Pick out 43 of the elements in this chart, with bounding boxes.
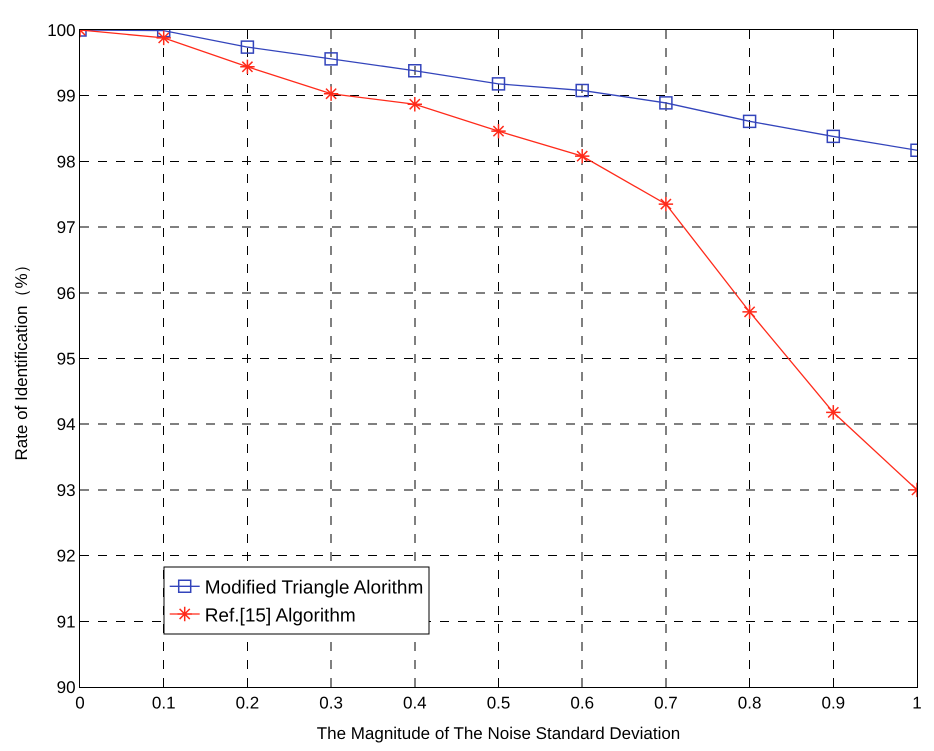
y-tick-label: 96 <box>56 284 76 303</box>
x-tick-label: 0.3 <box>319 693 343 712</box>
y-tick-label: 99 <box>56 86 76 106</box>
y-tick-label: 92 <box>56 546 76 566</box>
x-tick-label: 0.7 <box>654 693 678 712</box>
point <box>490 123 506 140</box>
point <box>492 77 506 91</box>
point <box>574 148 590 164</box>
point <box>659 96 673 110</box>
x-tick-label: 0 <box>75 693 85 712</box>
y-tick-label: 100 <box>47 20 76 40</box>
point <box>825 404 842 420</box>
point <box>406 96 423 112</box>
point <box>742 304 758 320</box>
x-tick-label: 0.4 <box>402 693 427 712</box>
x-tick-label: 0.5 <box>486 693 510 712</box>
point <box>240 40 254 54</box>
y-tick-label: 90 <box>56 678 76 697</box>
point <box>324 52 338 66</box>
y-axis-title: Rate of Identification（%） <box>12 256 31 461</box>
legend-label: Modified Triangle Alorithm <box>204 578 424 599</box>
point <box>239 58 256 75</box>
point <box>408 64 422 78</box>
y-tick-label: 91 <box>56 612 76 632</box>
x-tick-label: 0.8 <box>738 693 762 712</box>
point <box>323 86 340 102</box>
point <box>575 84 589 98</box>
point <box>742 114 756 128</box>
point <box>658 196 674 212</box>
x-axis-title: The Magnitude of The Noise Standard Deviation <box>316 724 680 743</box>
x-tick-label: 0.6 <box>570 693 594 712</box>
legend-label: Ref.[15] Algorithm <box>204 605 356 626</box>
y-tick-label: 95 <box>56 349 76 368</box>
y-tick-label: 98 <box>56 152 76 172</box>
x-tick-label: 0.1 <box>152 693 176 712</box>
x-tick-label: 0.2 <box>236 693 260 712</box>
y-tick-label: 97 <box>56 218 76 238</box>
y-tick-label: 93 <box>56 480 76 500</box>
x-tick-label: 1 <box>912 693 922 712</box>
point <box>156 30 172 46</box>
point <box>826 130 840 144</box>
y-tick-label: 94 <box>56 415 76 434</box>
x-tick-label: 0.9 <box>821 693 846 712</box>
